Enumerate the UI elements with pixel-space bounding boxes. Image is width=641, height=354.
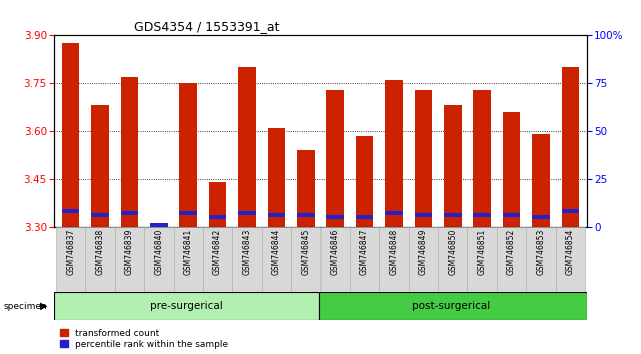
Bar	[526, 227, 556, 292]
Bar	[385, 80, 403, 227]
Bar	[415, 90, 432, 227]
Text: GDS4354 / 1553391_at: GDS4354 / 1553391_at	[135, 20, 279, 33]
Bar	[62, 209, 79, 213]
Bar	[238, 211, 256, 215]
Bar	[91, 105, 109, 227]
Text: GSM746838: GSM746838	[96, 229, 104, 275]
Text: pre-surgerical: pre-surgerical	[151, 301, 223, 311]
Bar	[209, 215, 226, 219]
Bar	[356, 136, 374, 227]
Bar	[85, 227, 115, 292]
Bar	[179, 83, 197, 227]
Bar	[56, 227, 85, 292]
Bar	[473, 213, 491, 217]
Bar	[532, 215, 550, 219]
Bar	[232, 227, 262, 292]
Text: GSM746837: GSM746837	[66, 229, 75, 275]
Text: GSM746839: GSM746839	[125, 229, 134, 275]
Bar	[54, 292, 319, 320]
Text: GSM746853: GSM746853	[537, 229, 545, 275]
Bar	[438, 227, 467, 292]
Text: specimen: specimen	[3, 302, 47, 311]
Text: GSM746851: GSM746851	[478, 229, 487, 275]
Bar	[444, 213, 462, 217]
Bar	[319, 292, 587, 320]
Bar	[385, 211, 403, 215]
Bar	[174, 227, 203, 292]
Text: ▶: ▶	[40, 301, 47, 311]
Text: GSM746845: GSM746845	[301, 229, 310, 275]
Bar	[503, 112, 520, 227]
Bar	[267, 213, 285, 217]
Text: GSM746841: GSM746841	[184, 229, 193, 275]
Text: GSM746843: GSM746843	[242, 229, 251, 275]
Bar	[379, 227, 409, 292]
Bar	[503, 213, 520, 217]
Bar	[497, 227, 526, 292]
Bar	[467, 227, 497, 292]
Text: GSM746846: GSM746846	[331, 229, 340, 275]
Bar	[121, 77, 138, 227]
Text: GSM746844: GSM746844	[272, 229, 281, 275]
Bar	[121, 211, 138, 215]
Bar	[267, 128, 285, 227]
Bar	[203, 227, 232, 292]
Text: GSM746854: GSM746854	[566, 229, 575, 275]
Bar	[356, 215, 374, 219]
Bar	[179, 211, 197, 215]
Bar	[144, 227, 174, 292]
Bar	[62, 43, 79, 227]
Bar	[326, 90, 344, 227]
Bar	[91, 213, 109, 217]
Bar	[150, 223, 168, 227]
Bar	[415, 213, 432, 217]
Legend: transformed count, percentile rank within the sample: transformed count, percentile rank withi…	[59, 328, 229, 349]
Bar	[115, 227, 144, 292]
Text: GSM746847: GSM746847	[360, 229, 369, 275]
Bar	[562, 67, 579, 227]
Text: GSM746850: GSM746850	[448, 229, 457, 275]
Bar	[350, 227, 379, 292]
Text: post-surgerical: post-surgerical	[412, 301, 490, 311]
Bar	[473, 90, 491, 227]
Text: GSM746849: GSM746849	[419, 229, 428, 275]
Bar	[297, 150, 315, 227]
Bar	[320, 227, 350, 292]
Bar	[409, 227, 438, 292]
Bar	[532, 134, 550, 227]
Text: GSM746840: GSM746840	[154, 229, 163, 275]
Bar	[291, 227, 320, 292]
Bar	[262, 227, 291, 292]
Bar	[209, 182, 226, 227]
Bar	[297, 213, 315, 217]
Bar	[444, 105, 462, 227]
Bar	[556, 227, 585, 292]
Text: GSM746842: GSM746842	[213, 229, 222, 275]
Bar	[238, 67, 256, 227]
Bar	[326, 215, 344, 219]
Text: GSM746852: GSM746852	[507, 229, 516, 275]
Text: GSM746848: GSM746848	[390, 229, 399, 275]
Bar	[562, 209, 579, 213]
